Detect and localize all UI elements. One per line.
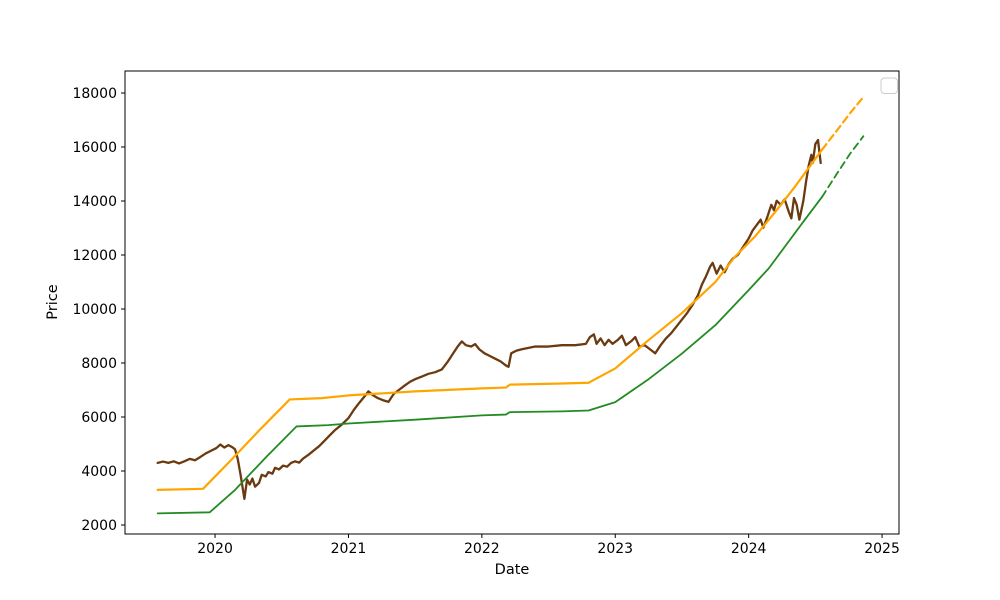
y-tick-label: 4000 [81,464,117,480]
y-tick-label: 18000 [72,86,117,102]
y-axis: 2000 4000 6000 8000 10000 12000 14000 16000 1800… [72,86,125,534]
x-axis: 2020 2021 2022 2023 2024 2025 [197,534,900,557]
series-price-actual [156,138,822,500]
x-tick-label: 2022 [464,541,500,557]
y-tick-label: 6000 [81,410,117,426]
x-tick-label: 2021 [331,541,367,557]
series-lower-band-forecast [821,135,865,198]
y-axis-label: Price [45,284,61,319]
y-tick-label: 8000 [81,356,117,372]
series-upper-band-solid [156,148,824,492]
y-tick-label: 10000 [72,302,117,318]
x-tick-label: 2023 [597,541,633,557]
series-upper-band-forecast [820,95,865,151]
y-tick-label: 16000 [72,140,117,156]
y-tick-label: 12000 [72,248,117,264]
x-tick-label: 2024 [731,541,767,557]
y-tick-label: 14000 [72,194,117,210]
plot-area [124,70,900,535]
series-lower-band-solid [156,196,823,515]
x-tick-label: 2025 [864,541,900,557]
y-tick-label: 2000 [81,518,117,534]
series-lines [156,95,865,515]
x-axis-label: Date [495,562,530,578]
x-tick-label: 2020 [197,541,233,557]
legend-box [880,77,898,94]
